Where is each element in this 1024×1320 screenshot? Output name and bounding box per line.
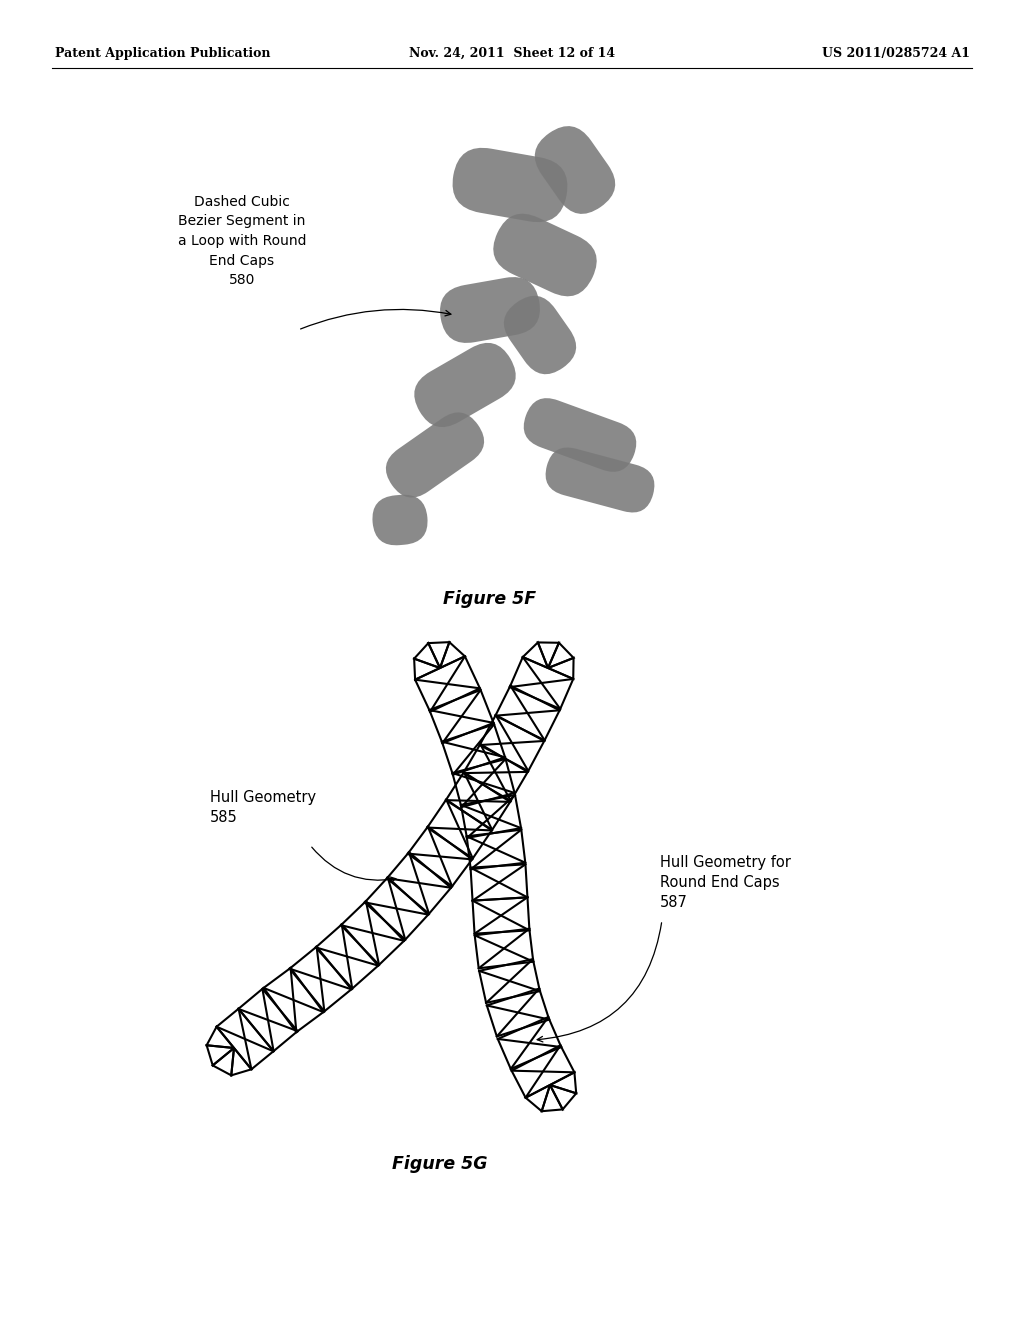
Text: Nov. 24, 2011  Sheet 12 of 14: Nov. 24, 2011 Sheet 12 of 14 [409, 48, 615, 59]
FancyBboxPatch shape [415, 343, 516, 428]
FancyBboxPatch shape [386, 412, 484, 498]
FancyBboxPatch shape [373, 495, 428, 545]
FancyBboxPatch shape [494, 214, 597, 297]
Text: Hull Geometry
585: Hull Geometry 585 [210, 789, 316, 825]
Text: US 2011/0285724 A1: US 2011/0285724 A1 [822, 48, 970, 59]
FancyBboxPatch shape [523, 399, 636, 471]
FancyBboxPatch shape [535, 125, 615, 214]
FancyBboxPatch shape [504, 296, 577, 375]
Text: Figure 5G: Figure 5G [392, 1155, 487, 1173]
Text: Hull Geometry for
Round End Caps
587: Hull Geometry for Round End Caps 587 [660, 855, 791, 909]
Text: Dashed Cubic
Bezier Segment in
a Loop with Round
End Caps
580: Dashed Cubic Bezier Segment in a Loop wi… [178, 195, 306, 286]
FancyBboxPatch shape [546, 447, 654, 512]
Text: Patent Application Publication: Patent Application Publication [55, 48, 270, 59]
FancyBboxPatch shape [440, 277, 540, 343]
Text: Figure 5F: Figure 5F [443, 590, 537, 609]
FancyBboxPatch shape [453, 148, 567, 222]
